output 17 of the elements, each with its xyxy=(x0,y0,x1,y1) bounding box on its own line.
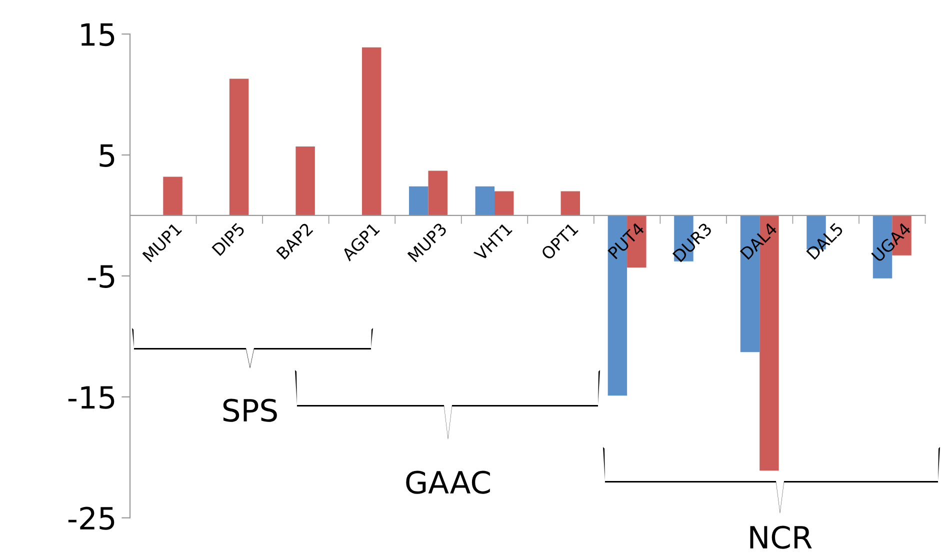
annotation: GAAC xyxy=(406,470,490,494)
y-tick-label: -15 xyxy=(68,386,114,409)
annotation: SPS xyxy=(223,398,277,422)
bar xyxy=(409,186,428,216)
bar xyxy=(229,78,249,216)
bar xyxy=(163,176,182,216)
bar xyxy=(560,191,580,216)
bar xyxy=(362,47,382,216)
text: NCR xyxy=(750,526,812,549)
bar xyxy=(475,186,495,216)
y-tick-label: 5 xyxy=(100,144,114,168)
bar xyxy=(494,191,514,216)
y-tick-label: 15 xyxy=(81,23,114,46)
y-tick-label: -5 xyxy=(88,265,114,288)
y-tick-label: -25 xyxy=(68,506,114,530)
bar xyxy=(296,146,315,216)
bar xyxy=(428,170,448,216)
